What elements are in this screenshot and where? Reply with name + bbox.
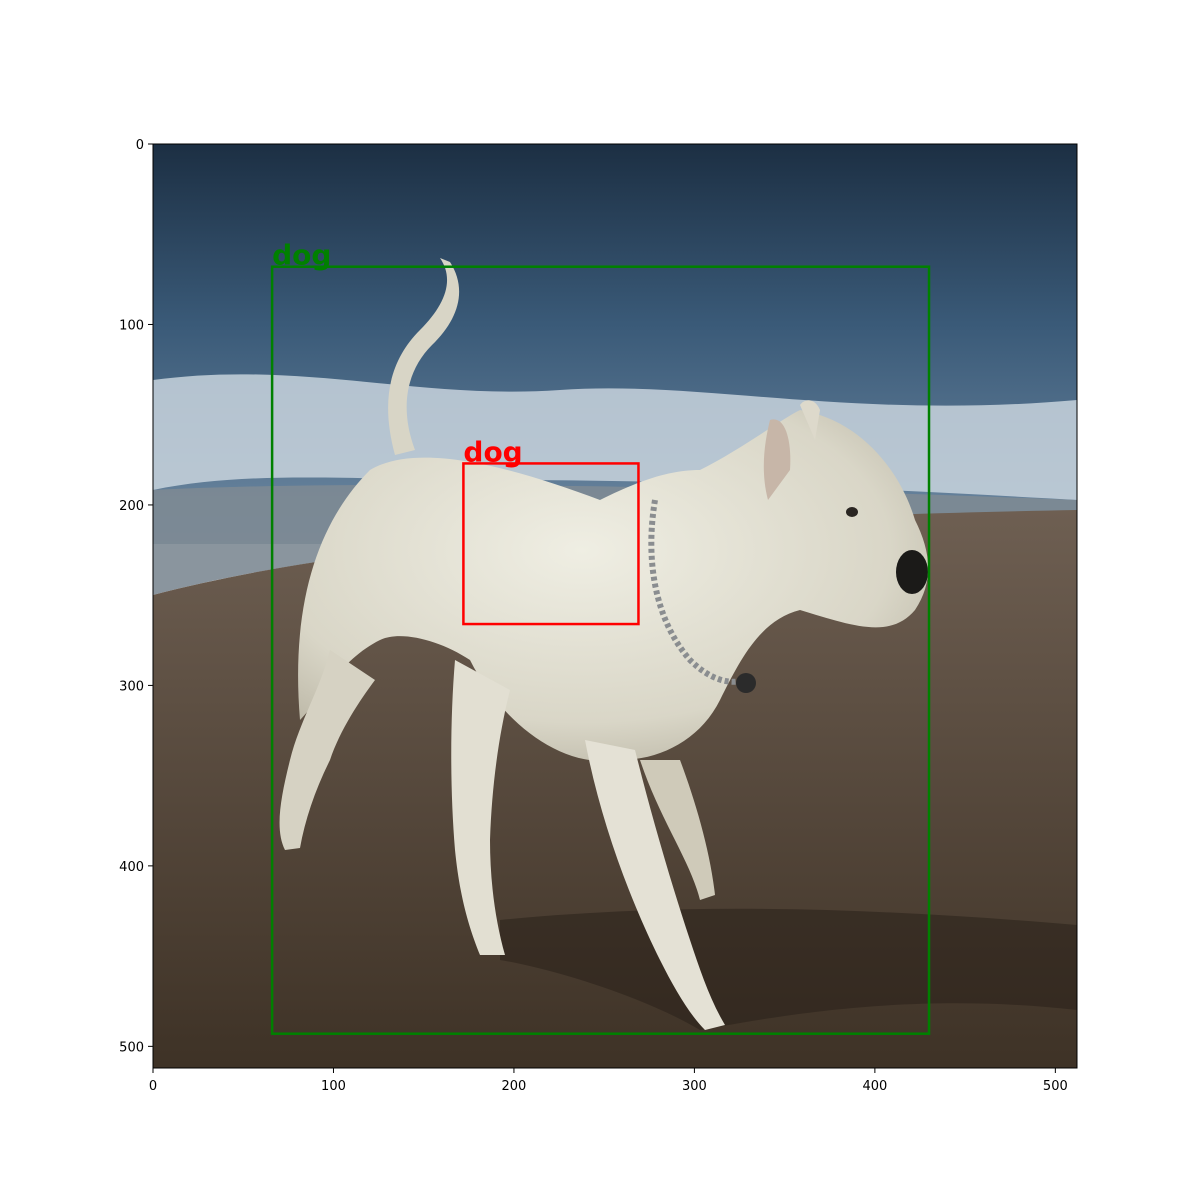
x-tick-label: 0	[149, 1079, 157, 1094]
x-tick-label: 300	[682, 1079, 707, 1094]
detection-layer: dog dog	[270, 239, 931, 1035]
y-tick-label: 300	[119, 679, 144, 694]
y-tick-label: 400	[119, 860, 144, 875]
dog-ear	[763, 419, 791, 500]
x-tick-label: 200	[502, 1079, 527, 1094]
dog-nose	[896, 550, 928, 594]
dog-front-leg-2	[640, 760, 715, 900]
dog-tail	[388, 258, 460, 455]
photo	[153, 144, 1077, 1068]
dog-back-leg	[279, 650, 375, 850]
dog-tag	[736, 673, 756, 693]
y-tick-label: 0	[136, 138, 144, 153]
dog-figure	[279, 258, 929, 1030]
dog-back-leg-2	[451, 660, 510, 955]
bounding-box-label: dog	[463, 435, 522, 468]
bounding-box	[270, 265, 931, 1035]
axes-frame	[152, 143, 1078, 1069]
x-tick-label: 400	[862, 1079, 887, 1094]
y-tick-label: 100	[119, 318, 144, 333]
x-tick-label: 100	[321, 1079, 346, 1094]
tick-layer: 0 100 200 300 400 500 0 100 200 300 400 500	[119, 138, 1068, 1094]
dog-eye	[846, 507, 858, 517]
x-tick-label: 500	[1043, 1079, 1068, 1094]
shadow	[500, 908, 1077, 1030]
dog-front-leg	[585, 740, 725, 1030]
bounding-box	[462, 462, 640, 626]
y-tick-label: 200	[119, 499, 144, 514]
bounding-box-label: dog	[272, 239, 331, 272]
dog-body	[298, 410, 929, 762]
dog-ear-2	[800, 400, 820, 440]
y-tick-label: 500	[119, 1040, 144, 1055]
dog-collar	[648, 499, 746, 685]
